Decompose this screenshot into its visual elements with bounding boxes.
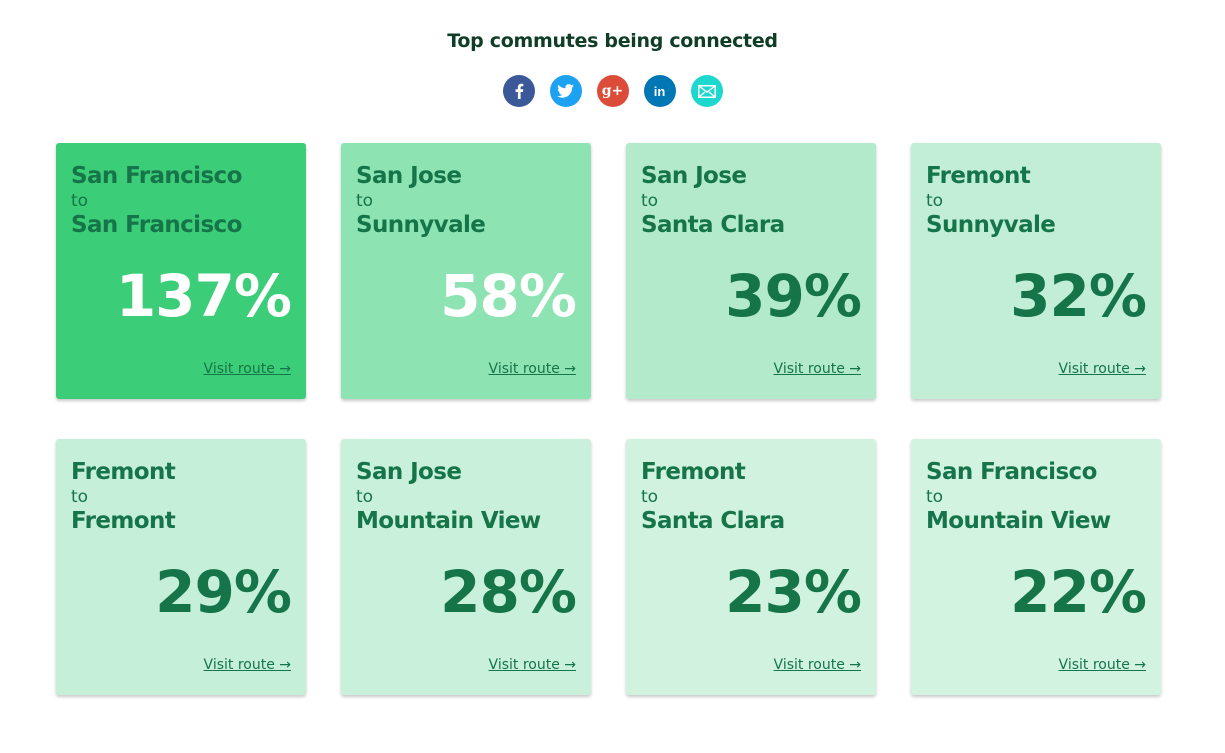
route-to-label: to [71,191,89,211]
twitter-icon [557,84,574,98]
route-origin: Fremont [926,163,1031,189]
route-percentage: 22% [1010,558,1147,626]
visit-route-link[interactable]: Visit route → [773,657,861,673]
route-origin: Fremont [641,459,746,485]
route-percentage: 23% [725,558,862,626]
twitter-share-button[interactable] [549,75,582,107]
visit-route-link[interactable]: Visit route → [488,657,576,673]
route-percentage: 58% [440,262,577,330]
route-origin: San Jose [356,163,462,189]
commute-grid: San Francisco to San Francisco 137% Visi… [56,143,1161,695]
facebook-share-button[interactable] [502,75,535,107]
route-origin: San Francisco [71,163,242,189]
route-to-label: to [641,191,659,211]
route-destination: Mountain View [356,508,541,534]
page-title: Top commutes being connected [447,30,778,52]
route-card[interactable]: Fremont to Sunnyvale 32% Visit route → [911,143,1161,399]
route-to-label: to [356,191,374,211]
email-share-button[interactable] [690,75,723,107]
route-origin: San Jose [641,163,747,189]
route-percentage: 137% [115,262,292,330]
google-plus-icon: g+ [601,83,624,99]
google-plus-share-button[interactable]: g+ [596,75,629,107]
route-card[interactable]: Fremont to Fremont 29% Visit route → [56,439,306,695]
route-percentage: 39% [725,262,862,330]
visit-route-link[interactable]: Visit route → [203,657,291,673]
route-card[interactable]: San Jose to Santa Clara 39% Visit route … [626,143,876,399]
visit-route-link[interactable]: Visit route → [488,361,576,377]
route-origin: Fremont [71,459,176,485]
route-origin: San Jose [356,459,462,485]
visit-route-link[interactable]: Visit route → [1058,361,1146,377]
route-destination: Sunnyvale [356,212,486,238]
route-card[interactable]: San Francisco to Mountain View 22% Visit… [911,439,1161,695]
share-bar: g+ in [0,75,1225,107]
route-destination: Santa Clara [641,212,785,238]
route-card[interactable]: Fremont to Santa Clara 23% Visit route → [626,439,876,695]
linkedin-icon: in [653,83,666,99]
route-to-label: to [926,191,944,211]
route-percentage: 28% [440,558,577,626]
route-card[interactable]: San Jose to Mountain View 28% Visit rout… [341,439,591,695]
route-destination: Fremont [71,508,176,534]
route-percentage: 29% [155,558,292,626]
route-percentage: 32% [1010,262,1147,330]
route-destination: Mountain View [926,508,1111,534]
linkedin-share-button[interactable]: in [643,75,676,107]
route-card[interactable]: San Francisco to San Francisco 137% Visi… [56,143,306,399]
visit-route-link[interactable]: Visit route → [203,361,291,377]
route-to-label: to [71,487,89,507]
visit-route-link[interactable]: Visit route → [773,361,861,377]
route-to-label: to [926,487,944,507]
route-destination: Sunnyvale [926,212,1056,238]
facebook-icon [515,83,523,99]
route-to-label: to [641,487,659,507]
visit-route-link[interactable]: Visit route → [1058,657,1146,673]
route-to-label: to [356,487,374,507]
route-destination: Santa Clara [641,508,785,534]
route-card[interactable]: San Jose to Sunnyvale 58% Visit route → [341,143,591,399]
route-origin: San Francisco [926,459,1097,485]
route-destination: San Francisco [71,212,242,238]
email-icon [697,84,716,98]
